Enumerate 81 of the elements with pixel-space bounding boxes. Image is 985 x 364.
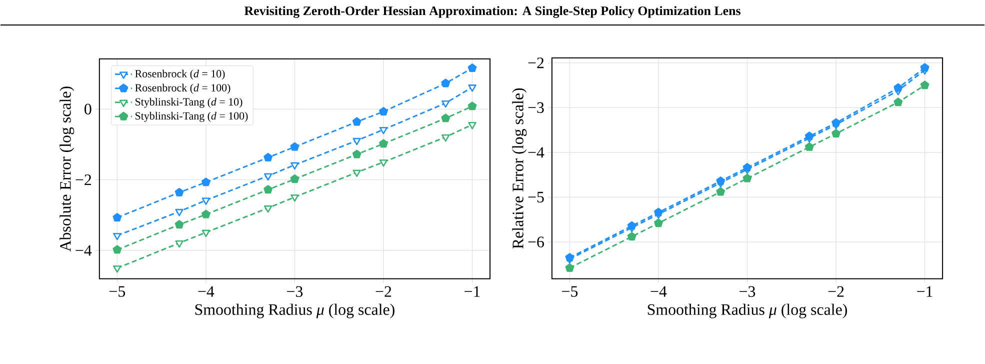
chart-title: Revisiting Zeroth-Order Hessian Approximation: A Single-Step Policy Optimization Lens	[244, 6, 740, 18]
x-tick-label: −4	[198, 286, 214, 297]
point	[804, 132, 814, 140]
point	[804, 142, 814, 152]
point	[112, 245, 122, 254]
y-tick-label: −4	[528, 147, 544, 158]
point	[352, 117, 362, 126]
point	[352, 150, 362, 158]
x-tick-label: −3	[287, 286, 303, 298]
point	[201, 210, 210, 218]
point	[832, 129, 840, 138]
point	[379, 127, 388, 134]
point	[352, 170, 361, 178]
point	[202, 230, 210, 238]
point	[264, 153, 273, 162]
point	[565, 253, 574, 262]
point	[920, 63, 930, 72]
point	[442, 100, 450, 108]
point	[202, 198, 210, 206]
point	[742, 174, 752, 182]
x-tick-label: −1	[464, 286, 480, 297]
point	[468, 64, 477, 72]
y-tick-label: −2	[528, 58, 544, 68]
point	[654, 218, 663, 228]
x-tick-label: −3	[740, 286, 756, 298]
legend-label: Rosenbrock (d = 10)	[135, 70, 225, 80]
x-tick-label: −4	[650, 286, 667, 297]
x-tick-label: −2	[828, 286, 844, 297]
point	[174, 220, 184, 229]
x-axis-title: Smoothing Radius μ (log scale)	[648, 304, 847, 318]
point	[290, 174, 300, 184]
legend-label: Styblinski-Tang (d = 10)	[136, 98, 242, 108]
point	[627, 232, 636, 241]
x-tick-label: −5	[109, 286, 126, 297]
point	[894, 83, 903, 92]
point	[654, 208, 663, 217]
point	[113, 233, 122, 240]
point	[468, 102, 477, 110]
point	[920, 80, 930, 90]
point	[832, 118, 840, 127]
y-tick-label: −3	[528, 102, 544, 114]
y-tick-label: −5	[528, 192, 544, 203]
point	[201, 178, 210, 186]
point	[264, 185, 273, 194]
y-axis-title: Relative Error (log scale)	[512, 88, 527, 249]
point	[742, 163, 752, 172]
x-tick-label: −1	[917, 286, 932, 297]
point	[379, 107, 388, 116]
point	[113, 266, 122, 273]
point	[468, 84, 476, 92]
y-tick-label: 0	[84, 104, 92, 115]
legend-label: Styblinski-Tang (d = 100)	[136, 112, 248, 122]
point	[352, 138, 361, 146]
point	[175, 209, 184, 216]
point	[716, 176, 726, 186]
point	[894, 98, 903, 106]
point	[264, 173, 272, 181]
point	[379, 139, 388, 148]
x-axis-title: Smoothing Radius μ (log scale)	[195, 304, 394, 318]
point	[716, 187, 726, 196]
point	[468, 122, 476, 130]
point	[290, 142, 300, 151]
point	[627, 221, 636, 230]
point	[175, 240, 184, 248]
point	[379, 160, 388, 167]
legend-label: Rosenbrock (d = 100)	[135, 84, 230, 94]
y-axis-title: Absolute Error (log scale)	[60, 86, 74, 252]
point	[290, 162, 299, 170]
y-tick-label: −2	[76, 174, 92, 186]
y-tick-label: −4	[76, 245, 92, 256]
point	[112, 213, 122, 222]
y-tick-label: −6	[528, 236, 544, 248]
x-tick-label: −2	[376, 286, 392, 297]
point	[441, 114, 450, 122]
point	[174, 188, 184, 197]
point	[565, 264, 574, 272]
point	[442, 134, 450, 142]
point	[264, 206, 272, 213]
point	[441, 78, 450, 88]
point	[290, 194, 299, 202]
x-tick-label: −5	[562, 286, 578, 297]
